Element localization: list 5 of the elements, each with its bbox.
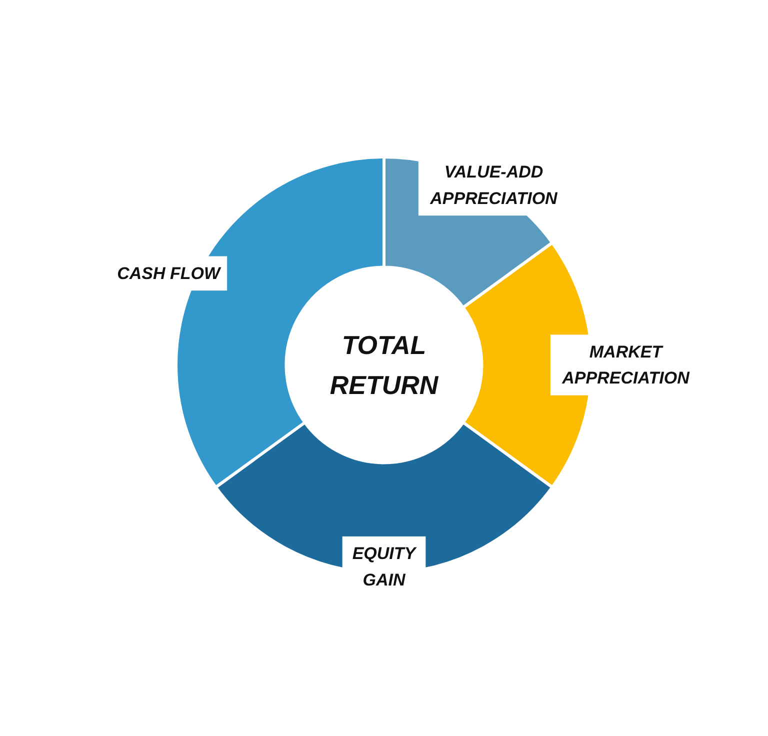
slice-label: CASH FLOW [117,264,222,283]
slice-label: MARKET APPRECIATION [561,342,690,388]
text: TOTAL RETURN [330,330,440,400]
slice-label: VALUE-ADD APPRECIATION [429,162,558,208]
slice-label: EQUITY GAIN [352,544,418,590]
